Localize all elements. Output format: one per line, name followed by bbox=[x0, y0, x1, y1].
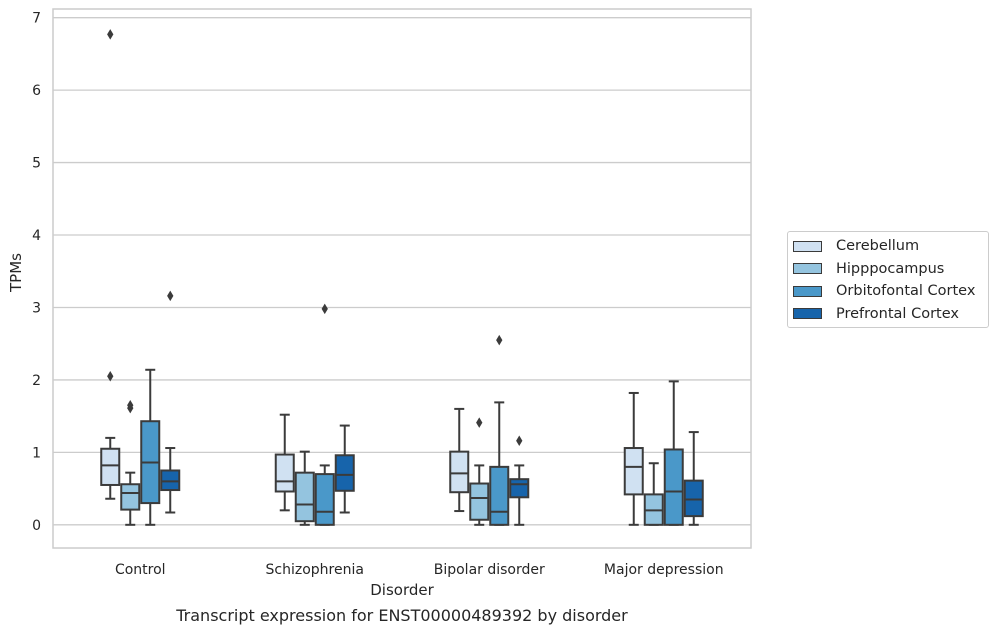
box-prefrontal-cortex bbox=[160, 290, 181, 514]
iqr-box bbox=[274, 453, 295, 493]
iqr-box bbox=[469, 482, 490, 521]
y-tick-labels: 0 1 2 3 4 5 6 7 bbox=[32, 11, 41, 534]
iqr-box bbox=[449, 450, 470, 494]
box-hipppocampus bbox=[120, 400, 141, 526]
box-cerebellum bbox=[623, 391, 644, 526]
y-tick-label: 7 bbox=[32, 11, 41, 27]
iqr-box bbox=[294, 471, 315, 523]
box-hipppocampus bbox=[294, 450, 315, 526]
legend-swatch bbox=[793, 263, 822, 275]
legend-swatch bbox=[793, 285, 822, 297]
box-orbitofontal-cortex bbox=[140, 368, 161, 526]
outlier-point bbox=[496, 334, 503, 346]
iqr-box bbox=[663, 448, 684, 526]
y-tick-label: 2 bbox=[32, 373, 41, 389]
iqr-box bbox=[120, 483, 141, 511]
box-series bbox=[100, 29, 704, 526]
y-tick-label: 5 bbox=[32, 156, 41, 172]
x-tick-label: Bipolar disorder bbox=[434, 562, 545, 578]
box-cerebellum bbox=[100, 29, 121, 500]
legend-swatch bbox=[793, 240, 822, 252]
iqr-box bbox=[334, 454, 355, 492]
legend-label: Cerebellum bbox=[836, 238, 920, 255]
outlier-point bbox=[516, 435, 523, 447]
x-tick-label: Control bbox=[115, 562, 166, 578]
box-orbitofontal-cortex bbox=[663, 380, 684, 526]
iqr-box bbox=[509, 478, 530, 499]
plot-frame bbox=[52, 8, 752, 549]
chart-caption: Transcript expression for ENST0000048939… bbox=[176, 606, 628, 625]
x-tick-label: Major depression bbox=[604, 562, 724, 578]
legend-item: Orbitofontal Cortex bbox=[788, 280, 988, 303]
outlier-point bbox=[127, 400, 134, 411]
y-tick-label: 3 bbox=[32, 300, 41, 316]
legend-item: Prefrontal Cortex bbox=[788, 303, 988, 326]
y-tick-label: 4 bbox=[32, 228, 41, 244]
outlier-point bbox=[107, 29, 114, 40]
iqr-box bbox=[160, 469, 181, 492]
iqr-box bbox=[100, 447, 121, 486]
box-prefrontal-cortex bbox=[683, 431, 704, 526]
x-axis-label: Disorder bbox=[370, 581, 434, 599]
y-axis-label: TPMs bbox=[7, 253, 25, 293]
box-hipppocampus bbox=[643, 462, 664, 526]
y-tick-label: 0 bbox=[32, 518, 41, 534]
outlier-point bbox=[167, 290, 174, 302]
chart-legend: Cerebellum Hipppocampus Orbitofontal Corte… bbox=[787, 231, 989, 328]
box-orbitofontal-cortex bbox=[489, 334, 510, 526]
box-hipppocampus bbox=[469, 417, 490, 526]
y-tick-label: 1 bbox=[32, 445, 41, 461]
outlier-point bbox=[476, 417, 483, 428]
box-prefrontal-cortex bbox=[509, 435, 530, 526]
x-tick-labels: Control Schizophrenia Bipolar disorder Majo… bbox=[115, 562, 724, 578]
legend-item: Cerebellum bbox=[788, 235, 988, 258]
iqr-box bbox=[623, 447, 644, 496]
box-cerebellum bbox=[449, 407, 470, 513]
iqr-box bbox=[489, 465, 510, 526]
y-tick-label: 6 bbox=[32, 83, 41, 99]
box-prefrontal-cortex bbox=[334, 424, 355, 514]
iqr-box bbox=[683, 479, 704, 518]
legend-item: Hipppocampus bbox=[788, 258, 988, 281]
box-cerebellum bbox=[274, 413, 295, 512]
legend-label: Orbitofontal Cortex bbox=[836, 283, 976, 300]
box-orbitofontal-cortex bbox=[314, 303, 335, 526]
legend-label: Hipppocampus bbox=[836, 260, 945, 277]
legend-swatch bbox=[793, 308, 822, 320]
x-tick-label: Schizophrenia bbox=[266, 562, 364, 578]
iqr-box bbox=[314, 473, 335, 526]
legend-label: Prefrontal Cortex bbox=[836, 305, 959, 322]
outlier-point bbox=[107, 371, 114, 382]
outlier-point bbox=[321, 303, 328, 315]
